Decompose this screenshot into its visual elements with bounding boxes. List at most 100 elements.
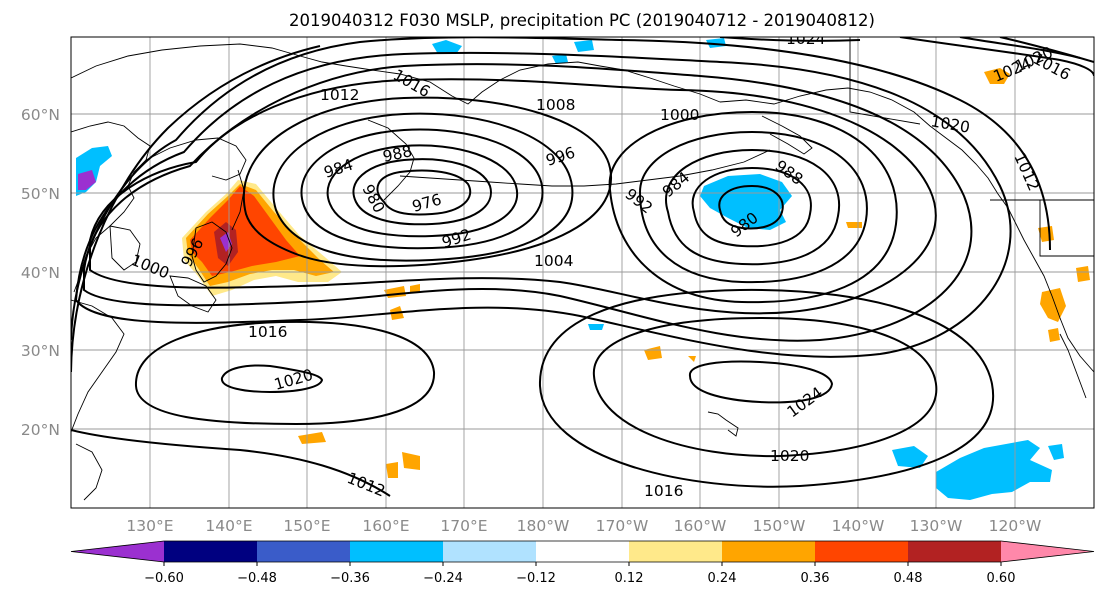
iso-e-988 bbox=[665, 148, 841, 266]
lon-label: 150°E bbox=[283, 517, 330, 535]
precip-small-8 bbox=[386, 462, 398, 478]
precip-small-5 bbox=[846, 222, 862, 228]
lat-label: 20°N bbox=[21, 421, 60, 439]
iso-e-996 bbox=[608, 110, 898, 304]
precip-small-9 bbox=[688, 356, 696, 362]
lon-label: 120°W bbox=[989, 517, 1042, 535]
isolabel: 1016 bbox=[248, 323, 287, 341]
coast-japan-s bbox=[169, 275, 217, 313]
coast-baja bbox=[1059, 333, 1087, 399]
colorbar-tick-label: −0.36 bbox=[330, 571, 370, 586]
iso-1016-ne bbox=[899, 37, 1094, 77]
iso-e-992 bbox=[638, 130, 868, 284]
iso-1024-ne bbox=[999, 37, 1094, 63]
iso-1016-n bbox=[71, 45, 321, 373]
lon-label: 150°W bbox=[753, 517, 806, 535]
iso-980 bbox=[352, 158, 492, 226]
lon-label: 160°W bbox=[674, 517, 727, 535]
coast-alaska bbox=[719, 87, 1009, 209]
colorbar-swatch bbox=[629, 541, 722, 562]
coast-rockies bbox=[1039, 200, 1094, 257]
colorbar-swatch bbox=[815, 541, 908, 562]
precip-ne-pos bbox=[984, 68, 1010, 84]
isolabel: 1024 bbox=[786, 30, 825, 48]
colorbar-swatch bbox=[164, 541, 257, 562]
precip-nw-neg2 bbox=[78, 170, 96, 190]
colorbar-swatch bbox=[257, 541, 350, 562]
iso-e-984 bbox=[691, 166, 812, 248]
precip-se-neg1 bbox=[892, 446, 928, 468]
colorbar-tick-label: −0.24 bbox=[423, 571, 463, 586]
isolabel: 988 bbox=[381, 142, 414, 166]
precip-small-6 bbox=[298, 432, 326, 444]
precip-ne-pos3 bbox=[1076, 266, 1090, 282]
lat-label: 30°N bbox=[21, 342, 60, 360]
precip-small-7 bbox=[402, 452, 420, 470]
lon-label: 170°W bbox=[596, 517, 649, 535]
lon-label: 130°E bbox=[126, 517, 173, 535]
isolabel: 1004 bbox=[534, 252, 573, 270]
colorbar-swatch bbox=[1001, 541, 1094, 562]
iso-1008 bbox=[74, 51, 1012, 358]
colorbar-swatch bbox=[71, 541, 164, 562]
coast-alaska-pen bbox=[761, 115, 813, 155]
coast-philippines bbox=[75, 443, 103, 501]
precip-top-neg3 bbox=[574, 40, 594, 52]
lat-label: 40°N bbox=[21, 264, 60, 282]
colorbar-tick-label: −0.48 bbox=[237, 571, 277, 586]
coast-japan bbox=[191, 221, 233, 283]
colorbar-swatch bbox=[350, 541, 443, 562]
precip-small-4 bbox=[644, 346, 662, 360]
coast-aleutians bbox=[399, 149, 771, 187]
isolabel: 1012 bbox=[320, 86, 359, 104]
iso-976 bbox=[376, 169, 472, 216]
iso-996 bbox=[243, 96, 613, 268]
colorbar-swatch bbox=[443, 541, 536, 562]
lat-label: 50°N bbox=[21, 185, 60, 203]
colorbar-swatch bbox=[908, 541, 1001, 562]
colorbar-tick-label: −0.12 bbox=[516, 571, 556, 586]
coast-kamchatka bbox=[367, 119, 415, 201]
longitude-labels: 130°E 140°E 150°E 160°E 170°E 180°W 170°… bbox=[126, 517, 1041, 535]
colorbar-swatch bbox=[536, 541, 629, 562]
lon-label: 180°W bbox=[517, 517, 570, 535]
iso-1024-se bbox=[689, 360, 834, 404]
precip-top-neg1 bbox=[432, 40, 462, 54]
isolabel: 1016 bbox=[644, 482, 683, 500]
iso-1020-s bbox=[592, 316, 938, 458]
iso-1024-top bbox=[719, 37, 861, 42]
precip-small-neg1 bbox=[588, 324, 604, 330]
map-panel: 1024 1016 1020 1024 1012 1016 1008 1000 … bbox=[70, 30, 1095, 509]
colorbar-swatch bbox=[722, 541, 815, 562]
precip-small-2 bbox=[410, 284, 420, 292]
iso-992 bbox=[272, 112, 574, 262]
lon-label: 130°W bbox=[910, 517, 963, 535]
isolabel: 1020 bbox=[770, 447, 809, 465]
lat-label: 60°N bbox=[21, 106, 60, 124]
coast-korea bbox=[109, 225, 141, 271]
figure-title: 2019040312 F030 MSLP, precipitation PC (… bbox=[289, 11, 875, 30]
precip-ne-pos4 bbox=[1040, 288, 1066, 322]
colorbar-tick-label: 0.48 bbox=[894, 571, 923, 586]
iso-988 bbox=[300, 128, 544, 250]
colorbar-tick-label: 0.24 bbox=[708, 571, 737, 586]
lon-label: 170°E bbox=[440, 517, 487, 535]
coast-hawaii bbox=[707, 411, 739, 437]
iso-1020-sw bbox=[221, 364, 324, 394]
lon-label: 140°W bbox=[832, 517, 885, 535]
latitude-labels: 60°N 50°N 40°N 30°N 20°N bbox=[21, 106, 60, 439]
isolabel: 1000 bbox=[660, 106, 699, 124]
iso-e-980 bbox=[718, 184, 784, 230]
iso-1000 bbox=[89, 78, 937, 315]
coastlines bbox=[71, 37, 1094, 501]
coast-sakhalin bbox=[231, 169, 245, 231]
isolabel: 1008 bbox=[536, 96, 575, 114]
iso-1012-s bbox=[71, 429, 391, 497]
coast-china bbox=[71, 299, 125, 433]
precip-ne-pos5 bbox=[1048, 328, 1060, 342]
colorbar-tick-label: 0.36 bbox=[801, 571, 830, 586]
coast-okhotsk bbox=[145, 137, 247, 181]
iso-1016-c bbox=[134, 320, 436, 426]
lon-label: 160°E bbox=[362, 517, 409, 535]
